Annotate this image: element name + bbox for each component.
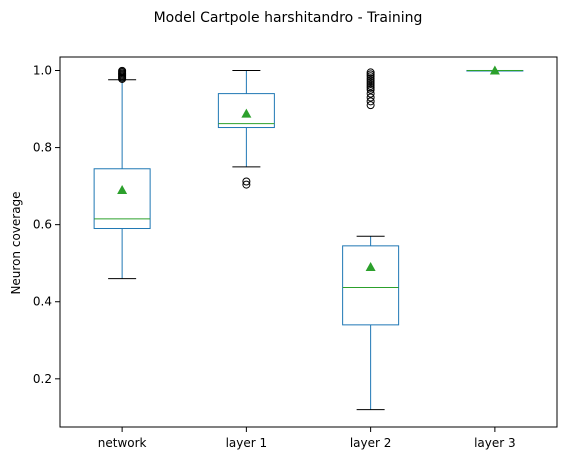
flier-point	[242, 177, 251, 186]
x-tick-label: layer 3	[474, 436, 516, 450]
box-iqr	[342, 245, 400, 326]
flier-point	[366, 93, 375, 102]
flier-point	[366, 89, 375, 98]
y-tick-label: 0.6	[33, 218, 52, 232]
mean-marker	[241, 108, 252, 118]
y-tick-label: 0.8	[33, 141, 52, 155]
box-layer-1: layer 1	[217, 69, 275, 450]
flier-point	[366, 68, 375, 77]
box-layer-3: layer 3	[466, 65, 524, 450]
flier-point	[242, 180, 251, 189]
y-tick-label: 1.0	[33, 63, 52, 77]
box-iqr	[217, 93, 275, 129]
box-network: network	[93, 66, 151, 450]
y-tick-label: 0.4	[33, 295, 52, 309]
flier-point	[366, 97, 375, 106]
mean-marker	[365, 262, 376, 272]
mean-marker	[117, 184, 128, 194]
x-tick-label: layer 1	[226, 436, 268, 450]
box-iqr	[93, 168, 151, 230]
flier-point	[366, 101, 375, 110]
y-axis-label: Neuron coverage	[9, 191, 23, 294]
plot-area: 0.2 0.4 0.6 0.8 1.0 network layer 1 layer 2 laye…	[33, 63, 524, 450]
chart-title: Model Cartpole harshitandro - Training	[154, 10, 423, 26]
y-tick-label: 0.2	[33, 372, 52, 386]
flier-point	[118, 66, 127, 75]
box-layer-2: layer 2	[342, 68, 400, 450]
mean-marker	[489, 65, 500, 75]
x-tick-label: network	[98, 436, 147, 450]
axes-frame	[59, 56, 558, 428]
x-tick-label: layer 2	[350, 436, 392, 450]
